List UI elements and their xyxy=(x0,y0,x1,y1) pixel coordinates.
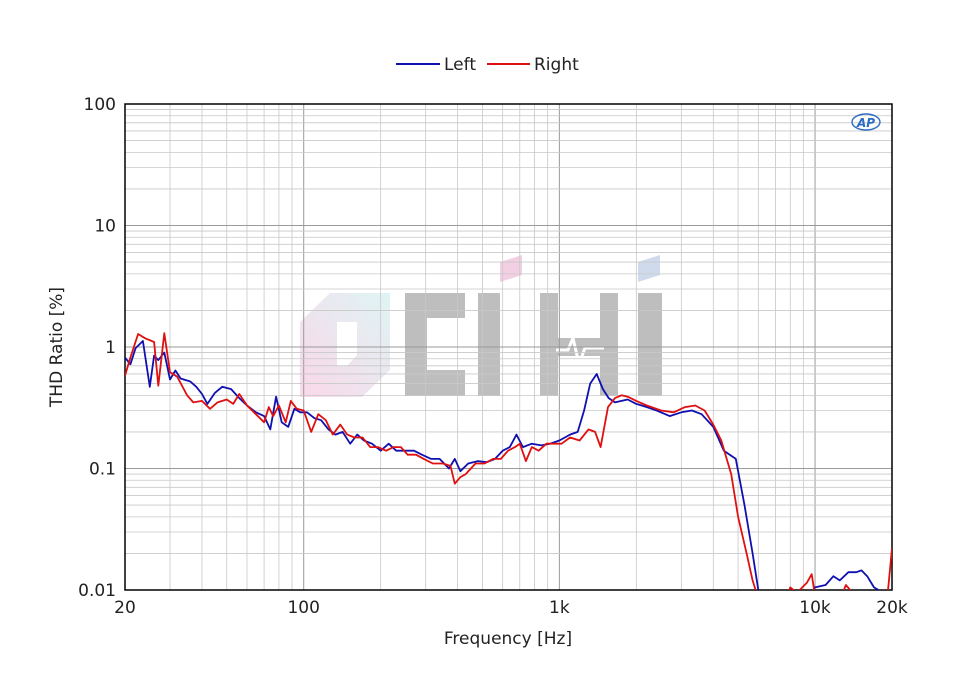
y-tick-label: 10 xyxy=(94,217,116,237)
watermark-logo xyxy=(300,255,662,397)
x-tick-label: 1k xyxy=(549,598,570,618)
x-tick-label: 100 xyxy=(287,598,319,618)
y-tick-label: 0.1 xyxy=(89,460,116,480)
x-tick-label: 20 xyxy=(114,598,136,618)
y-tick-label: 100 xyxy=(84,95,116,115)
y-axis-title: THD Ratio [%] xyxy=(47,287,67,408)
ap-logo-text: AP xyxy=(856,116,875,130)
ap-logo-icon: AP xyxy=(851,113,881,131)
y-tick-labels: 0.01 0.1 1 10 100 xyxy=(78,95,116,601)
x-tick-labels: 20 100 1k 10k 20k xyxy=(114,598,908,618)
x-tick-label: 20k xyxy=(876,598,908,618)
series-line-left xyxy=(125,340,881,590)
x-tick-label: 10k xyxy=(799,598,831,618)
legend-label-left: Left xyxy=(444,55,476,75)
grid xyxy=(125,104,892,590)
legend-label-right: Right xyxy=(534,55,579,75)
series-line-right xyxy=(125,332,892,590)
y-tick-label: 0.01 xyxy=(78,581,116,601)
y-tick-label: 1 xyxy=(105,338,116,358)
legend: Left Right xyxy=(396,55,579,75)
x-axis-title: Frequency [Hz] xyxy=(444,629,572,649)
series-group xyxy=(125,332,892,590)
plot-frame xyxy=(124,103,893,591)
